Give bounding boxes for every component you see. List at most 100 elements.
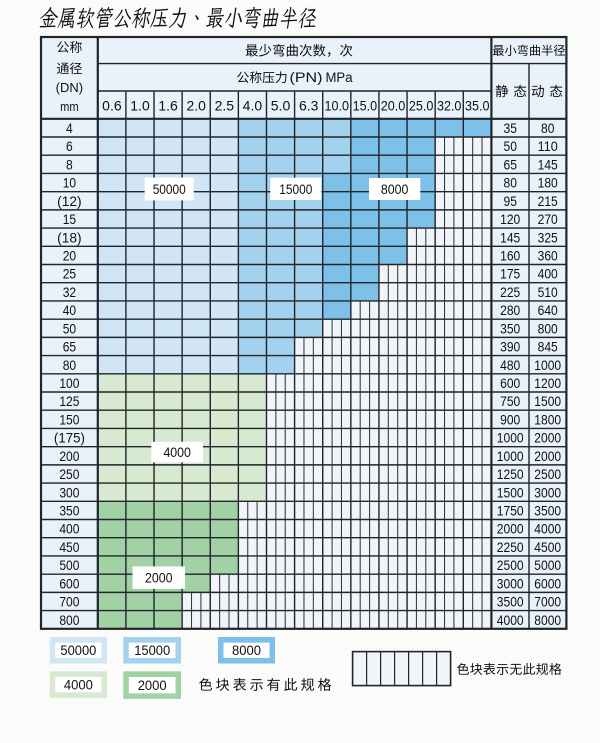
svg-text:50000: 50000	[60, 643, 96, 658]
svg-text:3500: 3500	[497, 594, 524, 610]
svg-text:65: 65	[63, 339, 77, 355]
svg-text:10: 10	[63, 175, 77, 191]
svg-text:4: 4	[66, 120, 73, 136]
svg-text:5.0: 5.0	[271, 97, 291, 113]
svg-text:200: 200	[59, 448, 79, 464]
svg-text:500: 500	[59, 557, 79, 573]
svg-text:50000: 50000	[153, 181, 186, 197]
svg-text:0.6: 0.6	[102, 97, 122, 113]
svg-text:95: 95	[504, 193, 518, 209]
svg-text:20: 20	[63, 248, 77, 264]
svg-text:50: 50	[504, 138, 518, 154]
svg-text:2000: 2000	[138, 678, 167, 693]
svg-text:1000: 1000	[497, 430, 524, 446]
svg-text:1.6: 1.6	[158, 97, 178, 113]
svg-text:20.0: 20.0	[381, 97, 406, 113]
svg-text:50: 50	[63, 320, 77, 336]
svg-text:8000: 8000	[534, 612, 561, 628]
svg-text:(PN): (PN)	[290, 69, 323, 85]
svg-text:2500: 2500	[534, 466, 561, 482]
svg-text:175: 175	[500, 266, 520, 282]
svg-text:5000: 5000	[534, 557, 561, 573]
svg-text:15000: 15000	[279, 181, 312, 197]
svg-text:1500: 1500	[497, 484, 524, 500]
svg-text:10.0: 10.0	[325, 97, 350, 113]
svg-text:120: 120	[500, 211, 520, 227]
svg-text:(DN): (DN)	[56, 80, 83, 95]
svg-text:160: 160	[500, 248, 520, 264]
svg-text:400: 400	[538, 266, 558, 282]
svg-text:325: 325	[538, 229, 558, 245]
svg-text:2250: 2250	[497, 539, 524, 555]
svg-text:1800: 1800	[534, 411, 561, 427]
svg-text:4500: 4500	[534, 539, 561, 555]
svg-text:1500: 1500	[534, 393, 561, 409]
svg-text:450: 450	[59, 539, 79, 555]
svg-text:4000: 4000	[64, 677, 93, 692]
svg-text:845: 845	[538, 339, 558, 355]
svg-text:4000: 4000	[163, 444, 191, 460]
svg-text:1000: 1000	[534, 357, 561, 373]
svg-text:8000: 8000	[232, 643, 261, 658]
svg-text:15: 15	[63, 211, 77, 227]
svg-text:7000: 7000	[534, 594, 561, 610]
svg-text:800: 800	[538, 320, 558, 336]
svg-text:360: 360	[538, 248, 558, 264]
svg-text:600: 600	[59, 575, 79, 591]
svg-text:6000: 6000	[534, 575, 561, 591]
svg-text:(18): (18)	[57, 229, 82, 245]
svg-text:(12): (12)	[57, 193, 82, 209]
svg-text:800: 800	[59, 612, 79, 628]
svg-text:8: 8	[66, 156, 73, 172]
svg-text:15.0: 15.0	[353, 97, 378, 113]
svg-text:510: 510	[538, 284, 558, 300]
svg-text:390: 390	[500, 339, 520, 355]
svg-text:4000: 4000	[497, 612, 524, 628]
svg-text:3500: 3500	[534, 503, 561, 519]
svg-text:180: 180	[538, 175, 558, 191]
svg-text:65: 65	[504, 156, 518, 172]
svg-text:350: 350	[500, 320, 520, 336]
svg-text:6: 6	[66, 138, 73, 154]
svg-text:32.0: 32.0	[437, 97, 462, 113]
svg-text:280: 280	[500, 302, 520, 318]
svg-text:1250: 1250	[497, 466, 524, 482]
svg-text:1000: 1000	[497, 448, 524, 464]
svg-text:300: 300	[59, 484, 79, 500]
svg-text:3000: 3000	[497, 575, 524, 591]
svg-text:400: 400	[59, 521, 79, 537]
svg-text:215: 215	[538, 193, 558, 209]
svg-text:2.0: 2.0	[186, 97, 206, 113]
svg-text:80: 80	[504, 175, 518, 191]
svg-text:700: 700	[59, 594, 79, 610]
svg-text:100: 100	[59, 375, 79, 391]
svg-text:32: 32	[63, 284, 77, 300]
svg-text:4.0: 4.0	[243, 97, 263, 113]
svg-text:4000: 4000	[534, 521, 561, 537]
svg-text:2000: 2000	[534, 448, 561, 464]
svg-text:350: 350	[59, 503, 79, 519]
svg-text:150: 150	[59, 411, 79, 427]
svg-text:1750: 1750	[497, 503, 524, 519]
svg-text:1200: 1200	[534, 375, 561, 391]
svg-text:80: 80	[541, 120, 555, 136]
svg-text:(175): (175)	[54, 430, 85, 446]
svg-text:225: 225	[500, 284, 520, 300]
svg-text:145: 145	[538, 156, 558, 172]
svg-text:3000: 3000	[534, 484, 561, 500]
svg-text:2500: 2500	[497, 557, 524, 573]
svg-text:145: 145	[500, 229, 520, 245]
svg-text:80: 80	[63, 357, 77, 373]
svg-text:25: 25	[63, 266, 77, 282]
svg-text:MPa: MPa	[326, 70, 353, 85]
svg-text:2000: 2000	[497, 521, 524, 537]
svg-text:15000: 15000	[134, 643, 170, 658]
svg-text:750: 750	[500, 393, 520, 409]
svg-text:250: 250	[59, 466, 79, 482]
svg-text:600: 600	[500, 375, 520, 391]
svg-text:2000: 2000	[534, 430, 561, 446]
svg-text:900: 900	[500, 411, 520, 427]
svg-text:40: 40	[63, 302, 77, 318]
svg-text:25.0: 25.0	[409, 97, 434, 113]
svg-text:270: 270	[538, 211, 558, 227]
